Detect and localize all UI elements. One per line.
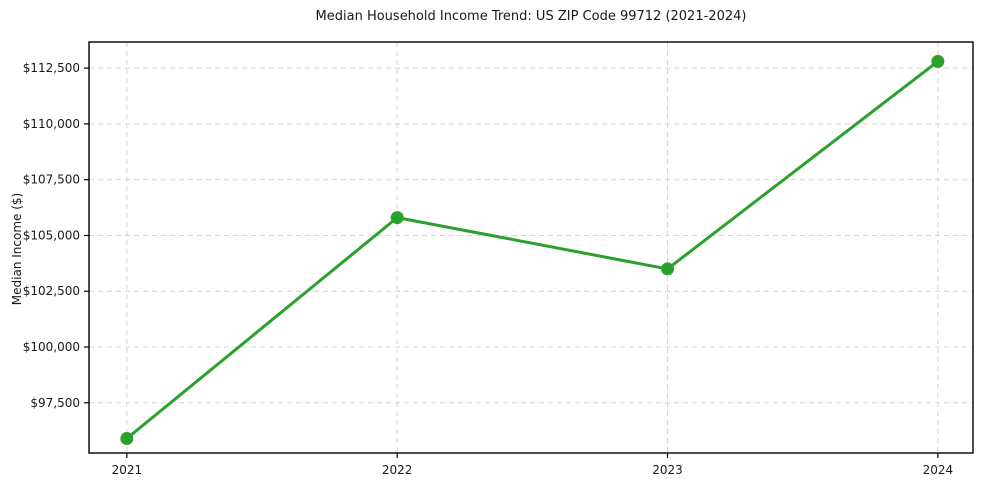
data-point-marker [931,54,945,68]
chart-title: Median Household Income Trend: US ZIP Co… [315,9,747,24]
x-tick-label: 2021 [112,463,143,477]
y-tick-label: $112,500 [23,61,80,75]
x-tick-label: 2022 [382,463,413,477]
y-tick-label: $102,500 [23,284,80,298]
data-point-marker [120,431,134,445]
x-tick-label: 2023 [652,463,683,477]
income-trend-line [125,59,940,440]
y-tick-label: $97,500 [30,396,80,410]
data-point-marker [661,262,675,276]
axes-spine-box [88,41,974,454]
data-point-marker [390,211,404,225]
y-tick-label: $105,000 [23,228,80,242]
y-tick-label: $107,500 [23,173,80,187]
y-tick-label: $110,000 [23,117,80,131]
x-tick-label: 2024 [923,463,954,477]
y-tick-label: $100,000 [23,340,80,354]
